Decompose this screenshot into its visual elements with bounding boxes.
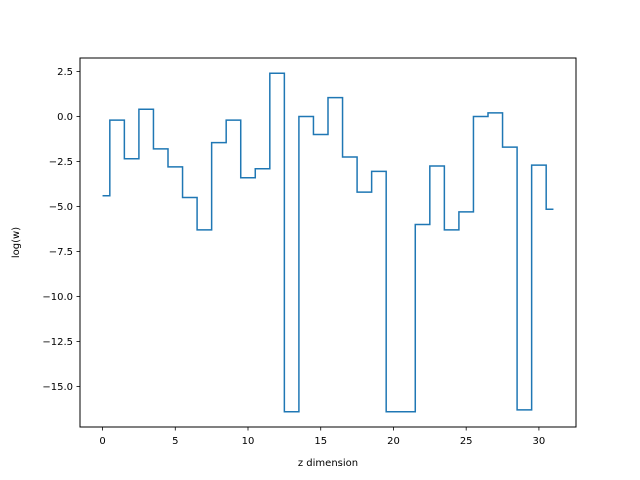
y-tick-label: −10.0 xyxy=(42,292,73,303)
y-axis-label: log(w) xyxy=(11,227,22,258)
y-tick-label: −15.0 xyxy=(42,382,73,393)
x-tick-label: 20 xyxy=(387,436,400,447)
series-line xyxy=(102,72,554,413)
axes-frame xyxy=(79,57,577,428)
x-axis: 0 5 10 15 20 25 30 xyxy=(99,427,545,447)
y-tick-label: −5.0 xyxy=(49,202,73,213)
x-tick-label: 25 xyxy=(460,436,473,447)
x-tick-label: 5 xyxy=(172,436,178,447)
y-tick-label: 2.5 xyxy=(57,67,73,78)
x-tick-label: 15 xyxy=(314,436,327,447)
plot-area xyxy=(102,72,554,413)
y-tick-label: −2.5 xyxy=(49,157,73,168)
x-axis-label: z dimension xyxy=(298,458,358,469)
y-tick-label: −12.5 xyxy=(42,337,73,348)
x-tick-label: 0 xyxy=(99,436,105,447)
y-tick-label: −7.5 xyxy=(49,247,73,258)
x-tick-label: 30 xyxy=(533,436,546,447)
y-tick-label: 0.0 xyxy=(57,112,73,123)
x-tick-label: 10 xyxy=(242,436,255,447)
y-axis: 2.5 0.0 −2.5 −5.0 −7.5 −10.0 −12.5 −15.0 xyxy=(42,67,80,393)
